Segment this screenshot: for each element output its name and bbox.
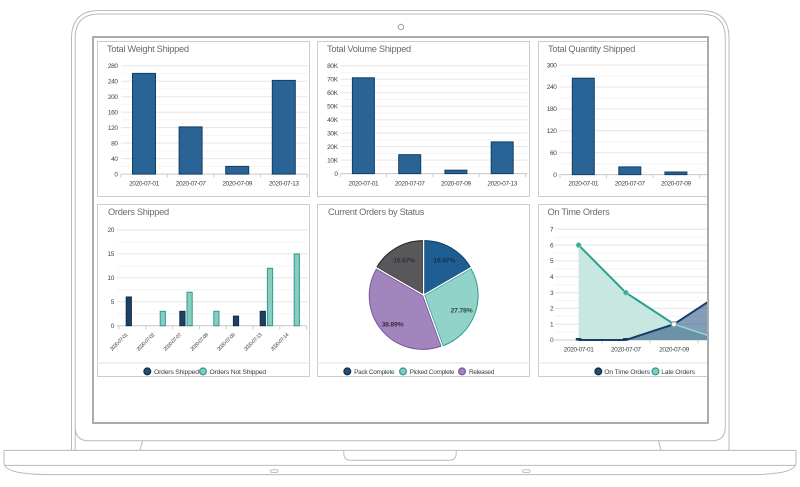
svg-text:20: 20: [107, 227, 114, 234]
svg-text:16.67%: 16.67%: [393, 258, 415, 265]
svg-text:2020-07-01: 2020-07-01: [563, 347, 593, 354]
svg-text:2020-07-09: 2020-07-09: [661, 181, 691, 188]
svg-text:0: 0: [334, 171, 338, 178]
svg-text:200: 200: [107, 94, 118, 101]
svg-text:2020-07-13: 2020-07-13: [487, 181, 517, 188]
svg-text:2020-07-01: 2020-07-01: [568, 181, 598, 188]
svg-text:60: 60: [549, 150, 556, 157]
svg-text:5: 5: [550, 258, 554, 265]
svg-text:Current Orders by Status: Current Orders by Status: [328, 207, 425, 217]
svg-text:Orders Shipped: Orders Shipped: [154, 369, 199, 376]
svg-text:Pack Complete: Pack Complete: [354, 369, 395, 376]
svg-text:2020-07-08: 2020-07-08: [189, 332, 210, 353]
svg-text:2020-07-07: 2020-07-07: [614, 181, 644, 188]
svg-text:6: 6: [550, 242, 554, 249]
svg-text:2020-07-09: 2020-07-09: [216, 332, 237, 353]
svg-text:2020-07-09: 2020-07-09: [441, 181, 471, 188]
svg-text:70K: 70K: [327, 76, 339, 83]
svg-text:5: 5: [110, 299, 114, 306]
svg-text:2020-07-01: 2020-07-01: [109, 332, 130, 353]
svg-text:0: 0: [553, 172, 557, 179]
svg-text:7: 7: [550, 227, 554, 234]
svg-text:Total Volume Shipped: Total Volume Shipped: [327, 44, 411, 54]
svg-text:2020-07-09: 2020-07-09: [222, 181, 252, 188]
svg-text:2020-07-07: 2020-07-07: [175, 181, 205, 188]
svg-text:40K: 40K: [327, 117, 339, 124]
svg-text:On Time Orders: On Time Orders: [547, 207, 610, 217]
svg-text:1: 1: [550, 321, 554, 328]
svg-text:Picked Complete: Picked Complete: [410, 369, 455, 376]
svg-text:Late Orders: Late Orders: [661, 369, 695, 376]
svg-text:120: 120: [107, 125, 118, 132]
svg-text:2020-07-13: 2020-07-13: [268, 181, 298, 188]
svg-text:Orders Not Shipped: Orders Not Shipped: [209, 369, 266, 376]
svg-text:2020-07-07: 2020-07-07: [395, 181, 425, 188]
svg-text:Total Weight Shipped: Total Weight Shipped: [107, 44, 189, 54]
svg-text:2020-07-01: 2020-07-01: [349, 181, 379, 188]
svg-text:2020-07-07: 2020-07-07: [162, 332, 183, 353]
svg-text:0: 0: [114, 171, 118, 178]
svg-text:30K: 30K: [327, 130, 339, 137]
svg-text:2020-07-02: 2020-07-02: [135, 332, 156, 353]
svg-text:120: 120: [546, 128, 557, 135]
svg-text:Total Quantity Shipped: Total Quantity Shipped: [548, 44, 635, 54]
svg-text:15: 15: [107, 251, 114, 258]
svg-text:16.67%: 16.67%: [433, 258, 455, 265]
svg-text:38.89%: 38.89%: [382, 322, 404, 329]
svg-text:160: 160: [107, 109, 118, 116]
svg-text:2020-07-07: 2020-07-07: [610, 347, 640, 354]
svg-text:80K: 80K: [327, 63, 339, 70]
svg-text:300: 300: [546, 62, 557, 69]
svg-text:2020-07-13: 2020-07-13: [707, 181, 709, 188]
svg-text:Released: Released: [469, 369, 495, 376]
svg-text:180: 180: [546, 106, 557, 113]
svg-text:280: 280: [107, 63, 118, 70]
svg-text:10: 10: [107, 275, 114, 282]
svg-text:20K: 20K: [327, 144, 339, 151]
svg-text:60K: 60K: [327, 90, 339, 97]
svg-text:2020-07-09: 2020-07-09: [659, 347, 689, 354]
svg-text:Orders Shipped: Orders Shipped: [108, 207, 169, 217]
svg-text:2020-07-01: 2020-07-01: [129, 181, 159, 188]
svg-text:0: 0: [110, 323, 114, 330]
svg-text:2020-07-13: 2020-07-13: [243, 332, 264, 353]
svg-text:3: 3: [550, 290, 554, 297]
svg-text:2: 2: [550, 306, 554, 313]
svg-text:4: 4: [550, 274, 554, 281]
svg-text:240: 240: [107, 78, 118, 85]
svg-text:40: 40: [111, 156, 118, 163]
svg-text:10K: 10K: [327, 157, 339, 164]
svg-text:240: 240: [546, 84, 557, 91]
svg-text:0: 0: [550, 337, 554, 344]
svg-text:2020-07-13: 2020-07-13: [707, 347, 709, 354]
svg-text:2020-07-14: 2020-07-14: [269, 332, 290, 353]
svg-text:27.78%: 27.78%: [451, 308, 473, 315]
svg-text:80: 80: [111, 140, 118, 147]
svg-text:On Time Orders: On Time Orders: [604, 369, 650, 376]
svg-text:50K: 50K: [327, 103, 339, 110]
